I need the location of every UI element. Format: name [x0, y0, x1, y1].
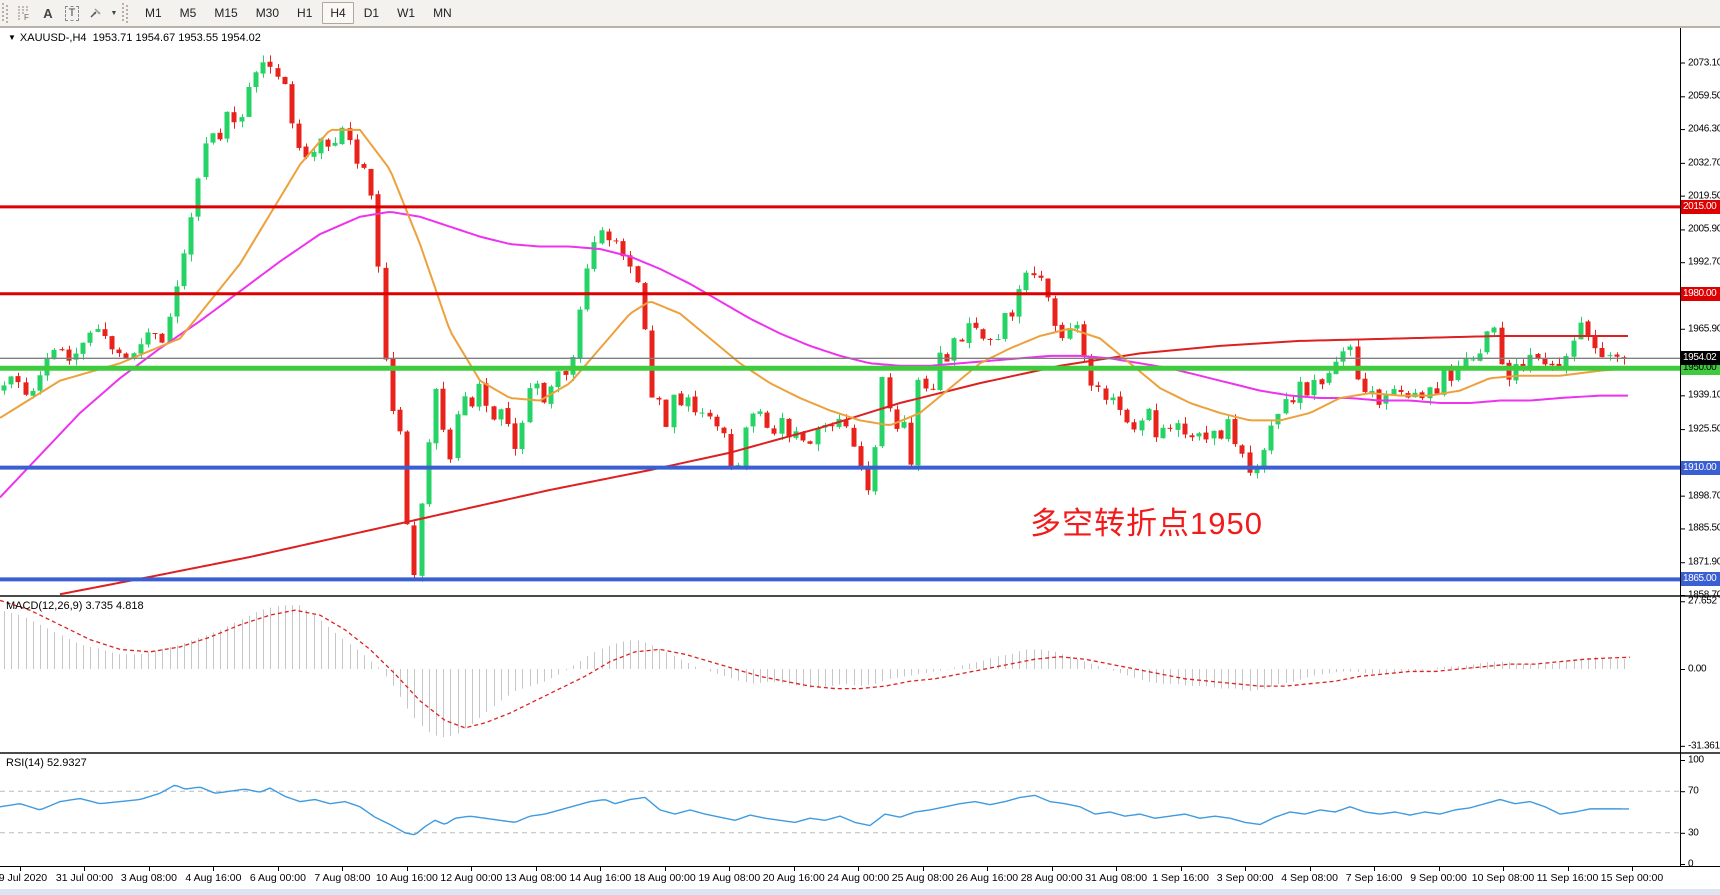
price-axis-tick: 2073.10: [1688, 57, 1720, 69]
arrows-glyph: [90, 8, 101, 18]
timeframe-button-H1[interactable]: H1: [289, 2, 320, 24]
price-axis-tick: 1992.70: [1688, 256, 1720, 268]
macd-axis-tick: 27.652: [1688, 595, 1717, 607]
letter-a-glyph: A: [43, 5, 53, 21]
symbol-dropdown-icon[interactable]: ▼: [8, 33, 16, 42]
timeframe-button-M1[interactable]: M1: [137, 2, 170, 24]
grid-f-icon: F: [18, 6, 29, 21]
time-axis-label: 13 Aug 08:00: [504, 872, 567, 884]
time-axis-label: 31 Jul 00:00: [55, 872, 114, 884]
toolbar-drag-handle[interactable]: [2, 3, 8, 23]
time-axis-label: 18 Aug 00:00: [633, 872, 696, 884]
symbol-title-text: XAUUSD-,H4 1953.71 1954.67 1953.55 1954.…: [19, 32, 261, 44]
time-axis-label: 7 Sep 16:00: [1345, 872, 1403, 884]
time-axis-label: 3 Aug 08:00: [120, 872, 177, 884]
chart-annotation-text: 多空转折点1950: [1030, 506, 1263, 541]
price-axis-tick: 2059.50: [1688, 90, 1720, 102]
macd-indicator-label: MACD(12,26,9) 3.735 4.818: [6, 600, 144, 612]
price-axis-tick: 2005.90: [1688, 223, 1720, 235]
timeframe-toolbar-handle[interactable]: [122, 3, 128, 23]
time-axis-label: 24 Aug 00:00: [827, 872, 890, 884]
price-axis-tick: 2046.30: [1688, 123, 1720, 135]
time-axis-label: 1 Sep 16:00: [1152, 872, 1209, 884]
macd-axis-tick: -31.361: [1688, 740, 1720, 752]
time-axis-label: 19 Aug 08:00: [698, 872, 761, 884]
toolbar: F A T ▼ M1 M5 M15 M30 H1 H4 D1 W1 MN: [0, 0, 1720, 27]
timeframe-button-H4[interactable]: H4: [322, 2, 354, 24]
price-line-badge: 1910.00: [1681, 460, 1720, 475]
price-axis-tick: 1939.10: [1688, 389, 1720, 401]
time-axis-label: 31 Aug 08:00: [1085, 872, 1148, 884]
timeframe-button-D1[interactable]: D1: [356, 2, 387, 24]
draw-arrows-icon[interactable]: [84, 2, 108, 24]
time-axis-label: 11 Sep 16:00: [1536, 872, 1599, 884]
timeframe-button-M5[interactable]: M5: [172, 2, 205, 24]
time-axis-label: 4 Sep 08:00: [1281, 872, 1338, 884]
time-axis-label: 6 Aug 00:00: [249, 872, 306, 884]
price-axis-tick: 1885.50: [1688, 522, 1720, 534]
bid-price-badge: 1954.02: [1681, 351, 1720, 366]
chevron-down-icon[interactable]: ▼: [110, 9, 118, 17]
time-axis-label: 10 Sep 08:00: [1471, 872, 1535, 884]
price-axis-tick: 2019.50: [1688, 190, 1720, 202]
rsi-indicator-label: RSI(14) 52.9327: [6, 757, 87, 769]
rsi-axis-tick: 30: [1688, 827, 1699, 839]
timeframe-button-M15[interactable]: M15: [206, 2, 245, 24]
price-axis-tick: 2032.70: [1688, 157, 1720, 169]
time-axis-label: 15 Sep 00:00: [1600, 872, 1664, 884]
timeframe-button-MN[interactable]: MN: [425, 2, 460, 24]
price-axis-tick: 1965.90: [1688, 323, 1720, 335]
price-line-badge: 1865.00: [1681, 572, 1720, 587]
letter-t-glyph: T: [64, 5, 80, 21]
timeframe-button-W1[interactable]: W1: [389, 2, 423, 24]
price-axis-tick: 1871.90: [1688, 556, 1720, 568]
time-axis-label: 28 Aug 00:00: [1020, 872, 1083, 884]
time-axis-label: 12 Aug 00:00: [440, 872, 503, 884]
time-axis-label: 9 Sep 00:00: [1410, 872, 1467, 884]
rsi-axis-tick: 0: [1688, 858, 1694, 870]
window-bottom-strip: [0, 889, 1720, 895]
time-axis-label: 29 Jul 2020: [0, 872, 48, 884]
price-axis-tick: 1898.70: [1688, 490, 1720, 502]
price-line-badge: 2015.00: [1681, 199, 1720, 214]
timeframe-button-M30[interactable]: M30: [248, 2, 287, 24]
timeframe-toolbar: M1 M5 M15 M30 H1 H4 D1 W1 MN: [136, 2, 461, 24]
time-axis-label: 20 Aug 16:00: [762, 872, 825, 884]
chart-grid-icon[interactable]: F: [12, 2, 36, 24]
rsi-axis-tick: 70: [1688, 785, 1699, 797]
time-axis-label: 4 Aug 16:00: [185, 872, 242, 884]
time-axis-label: 25 Aug 08:00: [891, 872, 954, 884]
time-axis-label: 3 Sep 00:00: [1216, 872, 1274, 884]
text-box-icon[interactable]: T: [60, 2, 84, 24]
price-line-badge: 1980.00: [1681, 286, 1720, 301]
time-axis-label: 14 Aug 16:00: [569, 872, 632, 884]
svg-text:F: F: [24, 13, 29, 21]
symbol-ohlc-title: ▼ XAUUSD-,H4 1953.71 1954.67 1953.55 1954…: [8, 32, 261, 44]
text-label-icon[interactable]: A: [36, 2, 60, 24]
price-axis-tick: 1858.70: [1688, 589, 1720, 601]
time-axis-label: 10 Aug 16:00: [375, 872, 438, 884]
time-axis-label: 7 Aug 08:00: [314, 872, 371, 884]
macd-axis-tick: 0.00: [1688, 663, 1707, 675]
time-axis-label: 26 Aug 16:00: [956, 872, 1019, 884]
price-axis-tick: 1925.50: [1688, 423, 1720, 435]
rsi-axis-tick: 100: [1688, 754, 1704, 766]
